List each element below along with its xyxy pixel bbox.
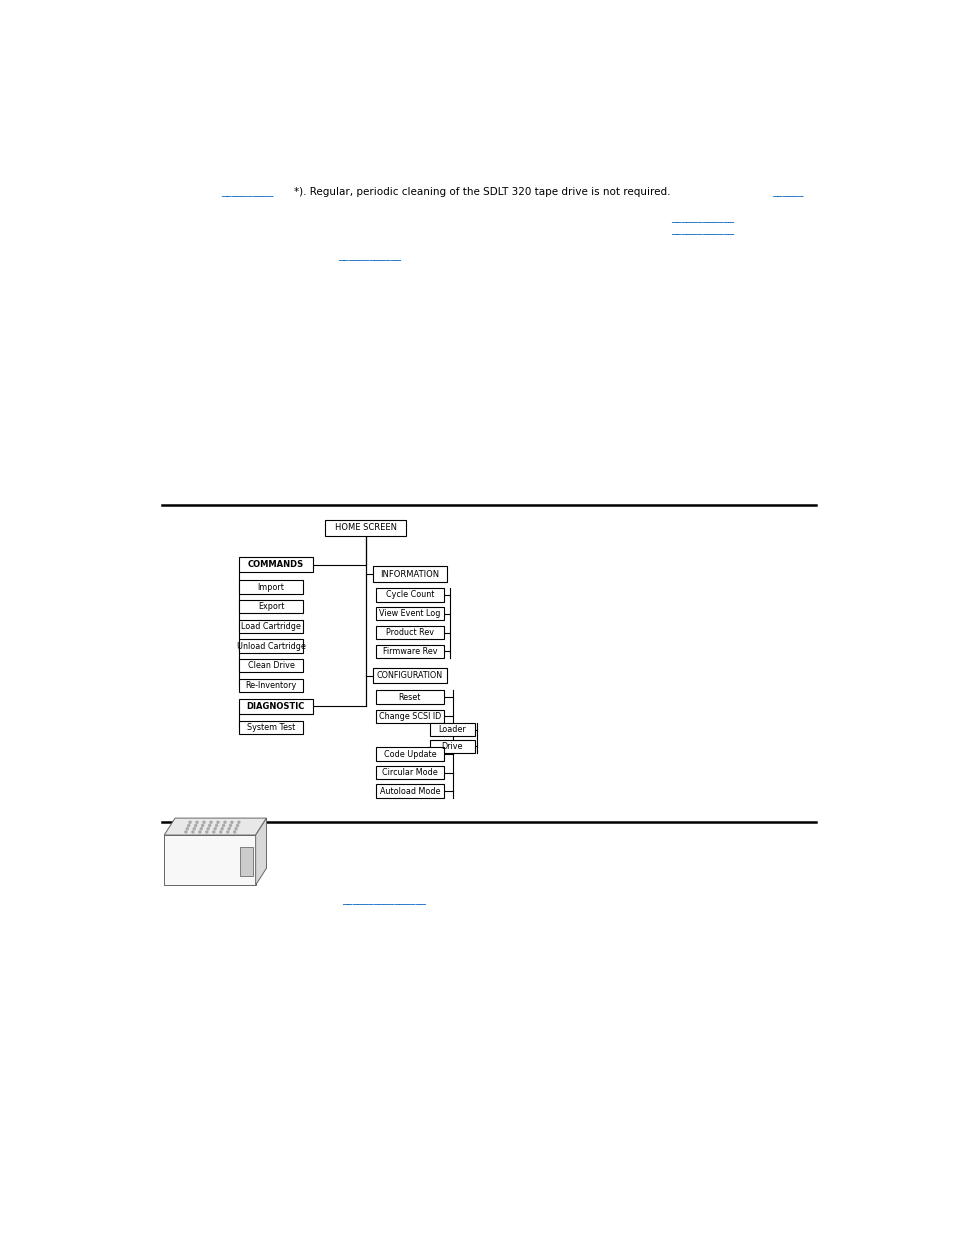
FancyBboxPatch shape	[239, 678, 303, 692]
Text: Circular Mode: Circular Mode	[381, 768, 437, 777]
Text: Reset: Reset	[398, 693, 420, 701]
FancyBboxPatch shape	[375, 747, 443, 761]
Text: Re-Inventory: Re-Inventory	[245, 680, 296, 690]
FancyBboxPatch shape	[240, 846, 253, 876]
Polygon shape	[164, 818, 266, 835]
Circle shape	[186, 827, 188, 830]
FancyBboxPatch shape	[375, 626, 443, 640]
FancyBboxPatch shape	[375, 690, 443, 704]
Circle shape	[200, 827, 202, 830]
Circle shape	[210, 821, 212, 824]
Circle shape	[231, 821, 233, 824]
FancyBboxPatch shape	[239, 720, 303, 734]
FancyBboxPatch shape	[375, 606, 443, 620]
FancyBboxPatch shape	[375, 784, 443, 798]
Text: ____________: ____________	[670, 225, 733, 235]
FancyBboxPatch shape	[375, 588, 443, 601]
FancyBboxPatch shape	[375, 645, 443, 658]
FancyBboxPatch shape	[430, 722, 475, 736]
FancyBboxPatch shape	[239, 699, 313, 714]
FancyBboxPatch shape	[375, 766, 443, 779]
Text: Autoload Mode: Autoload Mode	[379, 787, 439, 795]
Text: Export: Export	[257, 603, 284, 611]
FancyBboxPatch shape	[373, 567, 447, 582]
Circle shape	[194, 825, 196, 826]
FancyBboxPatch shape	[239, 580, 303, 594]
Circle shape	[237, 821, 239, 824]
Circle shape	[234, 827, 237, 830]
Circle shape	[193, 827, 195, 830]
Text: HOME SCREEN: HOME SCREEN	[335, 524, 396, 532]
Circle shape	[196, 821, 198, 824]
Text: System Test: System Test	[247, 722, 295, 732]
Text: __________: __________	[221, 186, 274, 196]
Circle shape	[216, 821, 219, 824]
Text: Load Cartridge: Load Cartridge	[241, 622, 301, 631]
Circle shape	[222, 825, 224, 826]
Circle shape	[203, 821, 205, 824]
Circle shape	[201, 825, 203, 826]
Circle shape	[221, 827, 223, 830]
Circle shape	[198, 831, 201, 832]
Circle shape	[189, 821, 191, 824]
Text: *). Regular, periodic cleaning of the SDLT 320 tape drive is not required.: *). Regular, periodic cleaning of the SD…	[294, 186, 669, 196]
Text: ____________: ____________	[337, 252, 400, 262]
Text: Cycle Count: Cycle Count	[385, 590, 434, 599]
Circle shape	[209, 825, 211, 826]
Text: COMMANDS: COMMANDS	[248, 561, 304, 569]
FancyBboxPatch shape	[239, 600, 303, 614]
Text: View Event Log: View Event Log	[378, 609, 440, 619]
Circle shape	[219, 831, 221, 832]
Circle shape	[213, 831, 214, 832]
Text: Change SCSI ID: Change SCSI ID	[378, 711, 440, 721]
Polygon shape	[255, 818, 266, 885]
Circle shape	[206, 831, 208, 832]
Circle shape	[214, 827, 216, 830]
FancyBboxPatch shape	[430, 740, 475, 753]
Circle shape	[227, 831, 229, 832]
FancyBboxPatch shape	[325, 520, 406, 536]
Circle shape	[192, 831, 193, 832]
Text: Import: Import	[257, 583, 284, 592]
Circle shape	[215, 825, 217, 826]
FancyBboxPatch shape	[375, 710, 443, 724]
Circle shape	[185, 831, 187, 832]
FancyBboxPatch shape	[239, 659, 303, 672]
Circle shape	[224, 821, 226, 824]
Text: Firmware Rev: Firmware Rev	[382, 647, 436, 656]
FancyBboxPatch shape	[164, 835, 255, 885]
Text: Drive: Drive	[441, 742, 463, 751]
Text: CONFIGURATION: CONFIGURATION	[376, 671, 442, 680]
FancyBboxPatch shape	[373, 668, 447, 683]
Text: Product Rev: Product Rev	[385, 629, 434, 637]
Circle shape	[228, 827, 230, 830]
Text: Clean Drive: Clean Drive	[248, 661, 294, 671]
Text: INFORMATION: INFORMATION	[380, 569, 439, 578]
Circle shape	[207, 827, 209, 830]
Text: ____________: ____________	[670, 212, 733, 222]
Text: ______: ______	[771, 186, 802, 196]
Text: Code Update: Code Update	[383, 750, 436, 758]
Text: DIAGNOSTIC: DIAGNOSTIC	[247, 701, 305, 711]
Text: Unload Cartridge: Unload Cartridge	[236, 641, 305, 651]
Circle shape	[233, 831, 235, 832]
Text: ________________: ________________	[342, 895, 426, 905]
Circle shape	[236, 825, 238, 826]
FancyBboxPatch shape	[239, 557, 313, 573]
Circle shape	[188, 825, 190, 826]
FancyBboxPatch shape	[239, 620, 303, 634]
Circle shape	[230, 825, 232, 826]
Text: Loader: Loader	[438, 725, 466, 734]
FancyBboxPatch shape	[239, 640, 303, 653]
